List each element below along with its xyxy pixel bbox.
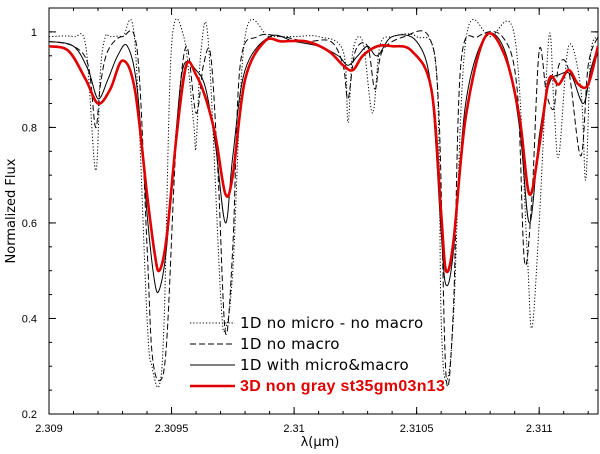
y-tick-label: 1 xyxy=(31,27,37,39)
y-tick-label: 0.2 xyxy=(22,409,37,421)
y-tick-label: 0.8 xyxy=(22,122,37,134)
y-axis-label: Normalized Flux xyxy=(4,158,19,263)
legend-label: 3D non gray st35gm03n13 xyxy=(240,378,445,395)
series-3d-non-gray xyxy=(49,32,598,274)
series-layer xyxy=(49,18,598,388)
x-tick-label: 2.309 xyxy=(35,423,63,435)
legend: 1D no micro - no macro 1D no macro 1D with… xyxy=(190,314,445,395)
x-tick-label: 2.3105 xyxy=(400,423,434,435)
x-tick-label: 2.311 xyxy=(526,423,553,435)
x-tick-label: 2.3095 xyxy=(155,423,189,435)
x-tick-label: 2.31 xyxy=(283,423,304,435)
plot-frame xyxy=(48,7,599,415)
legend-label: 1D no macro xyxy=(240,335,340,353)
legend-label: 1D no micro - no macro xyxy=(240,314,423,332)
y-tick-label: 0.4 xyxy=(22,313,37,325)
series-no-macro xyxy=(49,30,598,388)
x-axis-label: λ(μm) xyxy=(301,435,340,450)
y-tick-label: 0.6 xyxy=(22,218,37,230)
axis-ticks: 2.309 2.3095 2.31 2.3105 2.311 0.2 0.4 0.6 0.8 1 xyxy=(22,8,598,435)
legend-label: 1D with micro&macro xyxy=(240,356,409,374)
